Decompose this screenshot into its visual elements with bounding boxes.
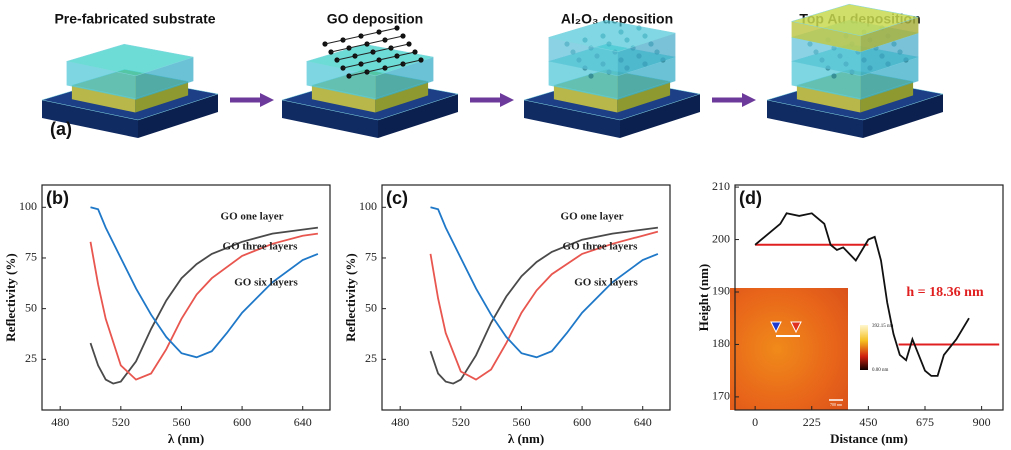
go-bond <box>385 36 403 40</box>
afm-scale-bar-label: 700 nm <box>830 402 843 407</box>
arrow-head <box>500 93 514 107</box>
color-bar <box>860 325 868 370</box>
panel-label: (d) <box>739 188 762 208</box>
x-axis-label: λ (nm) <box>168 431 204 446</box>
x-tick-label: 480 <box>391 415 409 429</box>
x-tick-label: 520 <box>112 415 130 429</box>
y-axis-label: Reflectivity (%) <box>3 253 18 341</box>
y-tick-label: 100 <box>19 199 37 213</box>
go-atom <box>588 73 593 78</box>
x-tick-label: 480 <box>51 415 69 429</box>
x-axis-label: λ (nm) <box>508 431 544 446</box>
color-bar-min: 0.00 nm <box>872 368 889 373</box>
charts: 480 520 560 600 640 25 50 75 100 λ (nm) Reflectivi… <box>3 179 1003 446</box>
y-tick-label: 100 <box>359 199 377 213</box>
plot-frame <box>42 185 330 410</box>
go-atom <box>831 73 836 78</box>
y-tick-label: 180 <box>712 336 730 350</box>
go-atom <box>400 33 405 38</box>
figure: Pre-fabricated substrateGO depositionAl₂… <box>0 0 1011 450</box>
x-tick-label: 225 <box>803 415 821 429</box>
x-tick-label: 900 <box>973 415 991 429</box>
step-title: GO deposition <box>327 11 423 27</box>
series-label: GO six layers <box>574 277 638 289</box>
y-tick-label: 200 <box>712 231 730 245</box>
x-tick-label: 0 <box>752 415 758 429</box>
go-bond <box>343 36 361 40</box>
x-tick-label: 450 <box>859 415 877 429</box>
x-tick-label: 640 <box>294 415 312 429</box>
go-atom <box>394 25 399 30</box>
arrow-head <box>742 93 756 107</box>
go-atom <box>418 57 423 62</box>
go-bond <box>361 32 379 36</box>
series-label: GO six layers <box>234 277 298 289</box>
afm-image <box>730 288 848 410</box>
y-tick-label: 190 <box>712 284 730 298</box>
arrow-head <box>260 93 274 107</box>
go-atom <box>406 41 411 46</box>
panel-label: (b) <box>46 188 69 208</box>
annotation: h = 18.36 nm <box>906 285 984 300</box>
y-tick-label: 25 <box>365 351 377 365</box>
y-axis-label: Reflectivity (%) <box>343 253 358 341</box>
series-label: GO one layer <box>561 211 624 223</box>
y-tick-label: 210 <box>712 179 730 193</box>
series-label: GO three layers <box>563 241 639 253</box>
x-tick-label: 600 <box>233 415 251 429</box>
x-tick-label: 520 <box>452 415 470 429</box>
x-tick-label: 600 <box>573 415 591 429</box>
go-bond <box>367 40 385 44</box>
go-bond <box>391 44 409 48</box>
x-tick-label: 675 <box>916 415 934 429</box>
series-label: GO one layer <box>221 211 284 223</box>
y-axis-label: Height (nm) <box>696 264 711 332</box>
data-line <box>91 234 318 380</box>
x-tick-label: 560 <box>512 415 530 429</box>
y-tick-label: 50 <box>25 300 37 314</box>
data-line <box>431 232 658 380</box>
x-axis-label: Distance (nm) <box>830 431 908 446</box>
series-label: GO three layers <box>223 241 299 253</box>
y-tick-label: 50 <box>365 300 377 314</box>
go-bond <box>379 28 397 32</box>
panel-label: (a) <box>50 119 72 139</box>
step-title: Pre-fabricated substrate <box>54 11 215 27</box>
y-tick-label: 75 <box>25 250 37 264</box>
plot-frame <box>382 185 670 410</box>
x-tick-label: 640 <box>634 415 652 429</box>
panel-label: (c) <box>386 188 408 208</box>
y-tick-label: 25 <box>25 351 37 365</box>
go-bond <box>325 40 343 44</box>
y-tick-label: 75 <box>365 250 377 264</box>
y-tick-label: 170 <box>712 389 730 403</box>
x-tick-label: 560 <box>172 415 190 429</box>
color-bar-max: 392.15 nm <box>872 324 894 329</box>
go-atom <box>412 49 417 54</box>
